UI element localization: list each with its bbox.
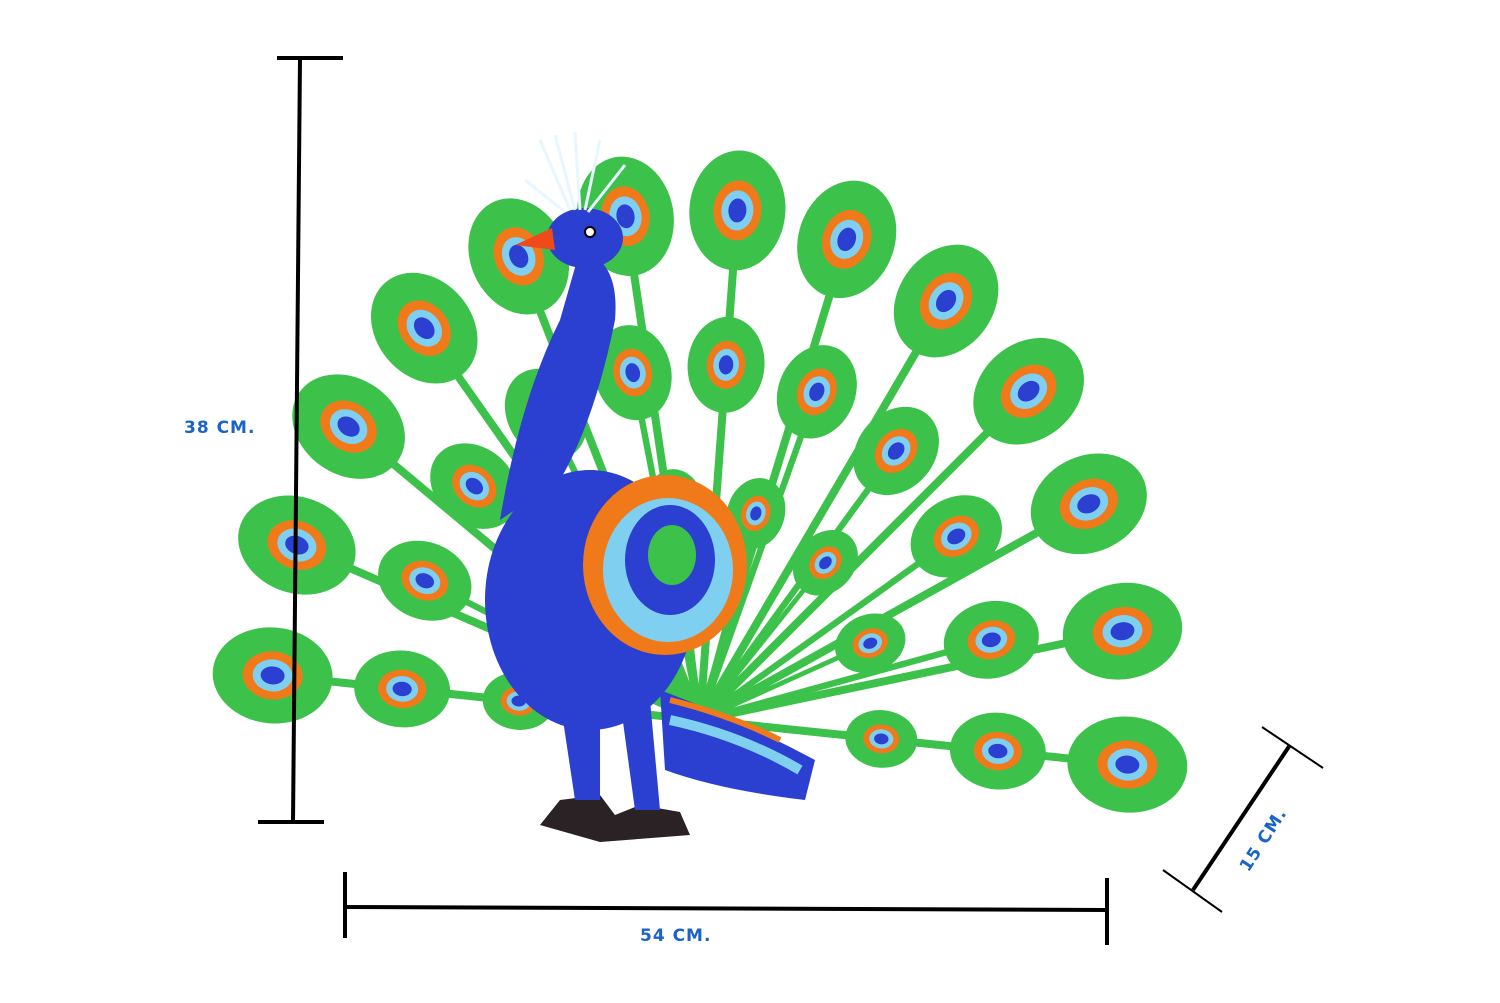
feather-eye-core [1017, 380, 1040, 402]
crest [524, 131, 627, 214]
feather-eye-core [863, 637, 878, 649]
feather-shaft [698, 533, 959, 723]
feather-shaft [698, 500, 1091, 724]
feather-eye-core [337, 416, 360, 437]
feather-eye-core [874, 733, 889, 745]
eye [584, 226, 596, 238]
feather-eye-core [809, 382, 825, 402]
feather-eye-core [1077, 494, 1101, 514]
feather-shaft [699, 627, 1124, 724]
neck [500, 250, 616, 520]
feather-eye-core [392, 681, 412, 697]
feather-eye-core [260, 666, 285, 685]
feather-eye-core [415, 573, 435, 589]
feather-eye-core [947, 528, 966, 545]
feather-shaft [696, 238, 851, 722]
depth-line [1191, 743, 1292, 892]
feather-eye-core [1115, 755, 1140, 774]
height-line [291, 57, 302, 823]
beak [515, 228, 555, 250]
dimension-lines [258, 56, 1324, 945]
feather-eye-core [935, 289, 957, 313]
depth-cap-bottom [1162, 869, 1223, 913]
feather-eye-core [616, 204, 635, 229]
feather-eye-core [819, 556, 832, 570]
peacock-body [485, 131, 815, 842]
width-line [344, 905, 1108, 912]
width-label: 54 CM. [640, 926, 712, 946]
feather-eye-core [981, 632, 1001, 648]
lower-tail-pattern-orange [669, 697, 782, 743]
head [547, 208, 623, 268]
feather-shaft [696, 390, 820, 722]
feet [540, 795, 690, 842]
depth-cap-top [1261, 726, 1324, 769]
feather-eye-core [837, 227, 857, 252]
feather-eye-core [728, 198, 747, 223]
feather-eye-core [887, 442, 905, 460]
feather-shaft [697, 388, 1032, 723]
feather-eye-core [509, 244, 529, 268]
height-label: 38 CM. [184, 418, 256, 438]
feather-eye-core [988, 743, 1008, 759]
feather-eye-core [1110, 622, 1135, 641]
wing-center [648, 525, 696, 585]
feather-eye-core [413, 317, 435, 340]
feather-eye-core [718, 355, 734, 375]
feather-eye-core [625, 363, 641, 383]
feather-shaft [699, 636, 993, 724]
feather-eye-core [750, 506, 762, 521]
feather-shaft [696, 298, 950, 723]
lower-tail-pattern [668, 715, 803, 775]
feather-eye-core [465, 477, 483, 495]
